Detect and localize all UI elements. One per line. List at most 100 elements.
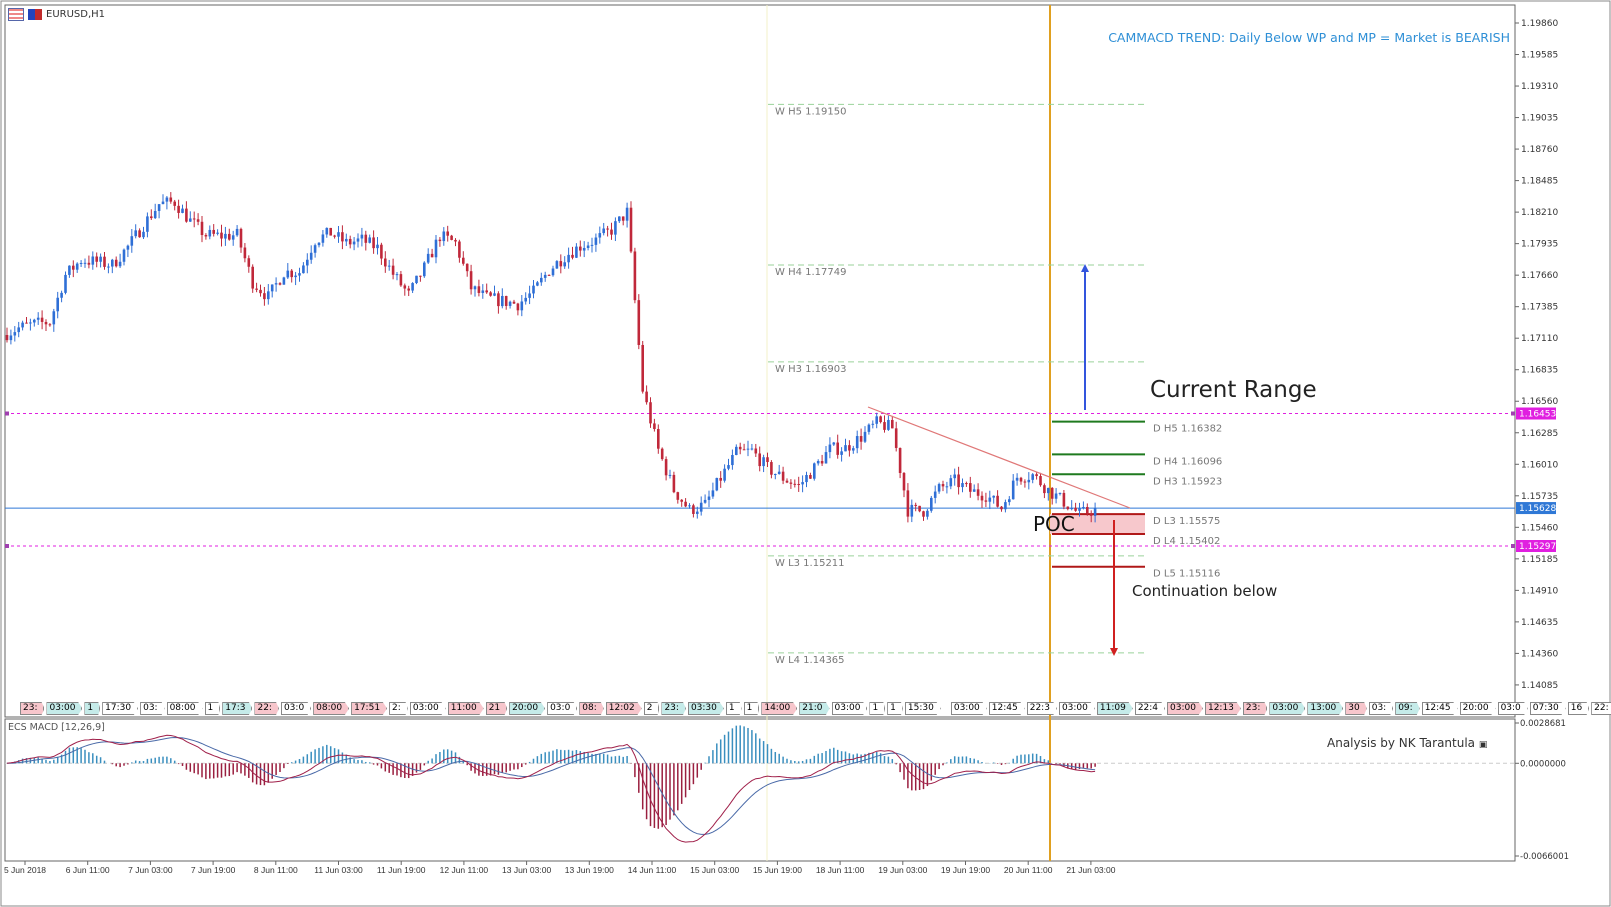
chart-title-bar: EURUSD,H1 — [8, 8, 105, 21]
candles — [5, 192, 1097, 523]
daily-pivot-label: D L5 1.15116 — [1153, 569, 1220, 580]
candle-body — [33, 319, 36, 323]
candle-body — [996, 495, 999, 507]
news-event-tag[interactable]: 03:00 — [950, 702, 987, 715]
news-event-tag[interactable]: 15:30 — [904, 702, 941, 715]
candle-body — [387, 265, 391, 267]
news-event-tag[interactable]: 03:0 — [547, 702, 578, 715]
daily-pivot-label: D H3 1.15923 — [1153, 476, 1222, 487]
news-event-tag[interactable]: 23: — [1242, 702, 1268, 715]
candle-body — [703, 499, 707, 503]
news-event-tag[interactable]: 1 — [743, 702, 760, 715]
news-event-tag[interactable]: 22:4 — [1134, 702, 1166, 715]
news-event-tag[interactable]: 23: — [661, 702, 686, 715]
news-event-tag[interactable]: 17:51 — [351, 702, 388, 715]
news-event-tag[interactable]: 16 — [1567, 702, 1590, 715]
chart-symbol-label: EURUSD,H1 — [46, 9, 106, 20]
news-event-tag[interactable]: 1 — [869, 702, 886, 715]
candle-body — [1043, 485, 1046, 494]
candle-body — [446, 231, 449, 236]
news-event-tag[interactable]: 03:00 — [46, 702, 83, 715]
news-event-tag[interactable]: 08:00 — [313, 702, 350, 715]
news-event-tag[interactable]: 07:30 — [1529, 702, 1566, 715]
candle-body — [571, 254, 574, 258]
candle-body — [586, 245, 590, 248]
y-tick-label: 1.14360 — [1521, 649, 1558, 659]
news-event-tag[interactable]: 08: — [579, 702, 604, 715]
news-event-tag[interactable]: 13:00 — [1307, 702, 1344, 715]
candle-body — [559, 261, 563, 267]
news-event-tag[interactable]: 03:00 — [409, 702, 446, 715]
candle-body — [348, 238, 352, 245]
candle-body — [528, 293, 531, 298]
news-event-tag[interactable]: 09: — [1395, 702, 1420, 715]
candle-body — [657, 429, 660, 449]
close-icon[interactable]: ▣ — [1478, 740, 1488, 750]
news-event-tag[interactable]: 08:00 — [166, 702, 203, 715]
news-event-tag[interactable]: 11:09 — [1096, 702, 1133, 715]
candle-body — [610, 229, 613, 235]
news-event-tag[interactable]: 14:00 — [761, 702, 798, 715]
news-event-tag[interactable]: 1 — [725, 702, 742, 715]
candle-body — [345, 238, 348, 242]
news-event-tag[interactable]: 12:13 — [1204, 702, 1241, 715]
news-event-tag[interactable]: 03:30 — [687, 702, 724, 715]
candle-body — [551, 268, 555, 276]
candle-body — [520, 301, 524, 311]
news-event-tag[interactable]: 2: — [389, 702, 408, 715]
news-event-tag[interactable]: 21:0 — [799, 702, 830, 715]
news-event-tag[interactable]: 1 — [887, 702, 903, 715]
candle-body — [228, 233, 231, 240]
news-event-tag[interactable]: 22: — [254, 702, 279, 715]
y-tick-label: 1.17385 — [1521, 303, 1558, 313]
news-event-tag[interactable]: 30 — [1345, 702, 1367, 715]
news-event-tag[interactable]: 03:00 — [1058, 702, 1095, 715]
news-event-tag[interactable]: 03:00 — [831, 702, 868, 715]
candle-body — [653, 423, 656, 430]
candle-body — [142, 231, 145, 238]
candle-body — [816, 461, 820, 464]
candle-body — [278, 283, 282, 285]
macd-panel — [4, 718, 1516, 862]
news-event-tag[interactable]: 22:3 — [1026, 702, 1057, 715]
news-event-tag[interactable]: 03:0 — [1497, 702, 1528, 715]
news-event-tag[interactable]: 12:45 — [988, 702, 1025, 715]
news-event-tag[interactable]: 23: — [20, 702, 45, 715]
candle-body — [83, 262, 87, 264]
candle-body — [481, 290, 485, 293]
trend-text: CAMMACD TREND: Daily Below WP and MP = M… — [1108, 30, 1510, 45]
news-event-tag[interactable]: 12:45 — [1421, 702, 1458, 715]
candle-body — [485, 290, 488, 293]
candle-body — [263, 293, 266, 300]
candle-body — [185, 208, 188, 222]
candle-body — [1082, 506, 1085, 509]
news-event-tag[interactable]: 2 — [643, 702, 660, 715]
y-tick-label: 1.17660 — [1521, 271, 1558, 281]
candle-body — [173, 201, 176, 206]
continuation-label: Continuation below — [1132, 582, 1277, 600]
news-event-tag[interactable]: 03:00 — [1269, 702, 1306, 715]
news-event-tag[interactable]: 21 — [485, 702, 508, 715]
news-event-tag[interactable]: 20:00 — [509, 702, 546, 715]
news-event-tag[interactable]: 17:3 — [222, 702, 253, 715]
candle-body — [302, 265, 305, 274]
candle-body — [844, 445, 847, 452]
news-event-tag[interactable]: 17:30 — [102, 702, 139, 715]
news-event-tag[interactable]: 20:00 — [1459, 702, 1496, 715]
news-event-tag[interactable]: 03:00 — [1167, 702, 1203, 715]
news-event-tag[interactable]: 12:02 — [605, 702, 642, 715]
news-event-tag[interactable]: 1 — [84, 702, 101, 715]
x-tick-label: 7 Jun 19:00 — [191, 865, 236, 875]
news-event-tag[interactable]: 1 — [204, 702, 221, 715]
news-event-tag[interactable]: 03: — [1368, 702, 1394, 715]
candle-body — [72, 265, 75, 270]
candle-body — [337, 232, 340, 237]
news-event-tag[interactable]: 03: — [140, 702, 165, 715]
candle-body — [212, 229, 215, 234]
news-event-tag[interactable]: 03:0 — [280, 702, 312, 715]
candle-body — [306, 259, 309, 266]
news-event-tag[interactable]: 22: — [1591, 702, 1611, 715]
news-event-tag[interactable]: 11:00 — [447, 702, 484, 715]
